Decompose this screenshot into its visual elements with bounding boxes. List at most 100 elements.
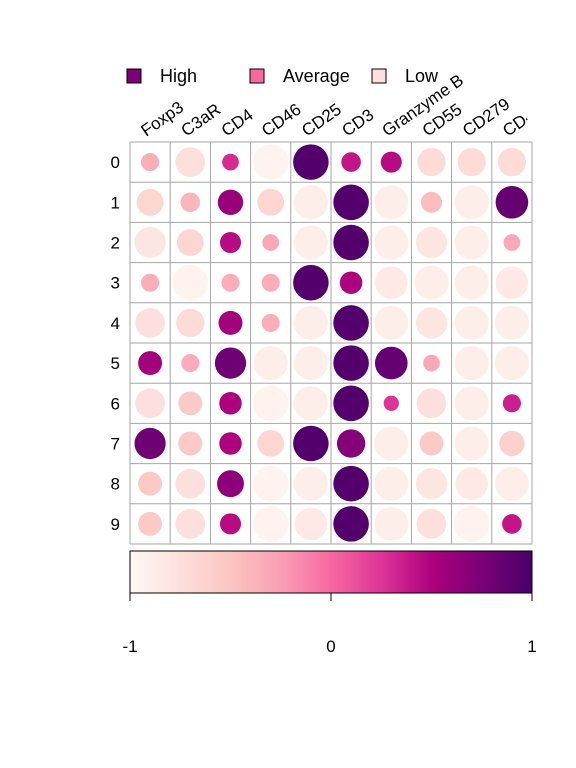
legend-label-2: Low — [405, 66, 439, 86]
heatmap-cell — [420, 191, 443, 213]
heatmap-cell — [374, 346, 408, 380]
heatmap-cell — [261, 273, 280, 292]
heatmap-cell — [453, 506, 490, 542]
heatmap-cell — [219, 513, 242, 535]
heatmap-cell — [494, 466, 529, 501]
heatmap-cell — [497, 147, 527, 177]
heatmap-cell — [175, 468, 206, 499]
heatmap-cell — [138, 471, 163, 496]
heatmap-cell — [423, 354, 440, 372]
heatmap-cell — [454, 426, 489, 461]
heatmap-cell — [141, 273, 160, 292]
heatmap-cell — [181, 354, 200, 373]
heatmap-cell — [454, 185, 489, 220]
heatmap-cell — [416, 509, 447, 539]
column-label: CD3 — [338, 105, 377, 140]
heatmap-cell — [374, 266, 408, 300]
heatmap-cell — [214, 347, 247, 379]
colorbar-tick-label: -1 — [122, 637, 137, 656]
heatmap-cell — [454, 346, 489, 381]
legend-swatch-1 — [249, 68, 265, 84]
heatmap-cell — [494, 305, 529, 340]
heatmap-cell — [219, 392, 242, 415]
heatmap-cell — [414, 265, 449, 300]
heatmap-cell — [176, 308, 205, 338]
heatmap-cell — [219, 231, 242, 254]
heatmap-cell — [333, 184, 369, 221]
heatmap-cell — [333, 345, 369, 381]
heatmap-cell — [218, 310, 243, 335]
colorbar — [129, 550, 533, 594]
heatmap-cell — [454, 305, 489, 340]
heatmap-cell — [257, 188, 285, 216]
heatmap-cell — [374, 426, 409, 461]
heatmap-cell — [293, 346, 328, 381]
heatmap-cell — [138, 351, 163, 376]
heatmap-cell — [419, 431, 444, 456]
heatmap-cell — [134, 226, 166, 259]
heatmap-cell — [293, 144, 329, 180]
row-label: 6 — [111, 394, 120, 413]
heatmap-cell — [134, 427, 166, 460]
heatmap-cell — [333, 385, 369, 422]
heatmap-cell — [374, 225, 409, 260]
heatmap-cell — [333, 224, 369, 261]
row-label: 2 — [111, 234, 120, 253]
heatmap-cell — [455, 467, 489, 501]
heatmap-cell — [293, 264, 329, 301]
heatmap-cell — [374, 185, 409, 220]
heatmap-cell — [333, 465, 369, 502]
column-label: CD25 — [298, 100, 345, 140]
heatmap-cell — [333, 305, 369, 341]
heatmap-cell — [380, 151, 402, 173]
heatmap-cell — [374, 466, 409, 501]
heatmap-cell — [454, 265, 489, 300]
heatmap-cell — [503, 234, 521, 251]
heatmap-cell — [178, 431, 203, 456]
heatmap-cell — [495, 266, 529, 300]
heatmap-cell — [293, 425, 329, 462]
heatmap-cell — [262, 234, 280, 251]
heatmap-cell — [374, 305, 409, 340]
heatmap-cell — [175, 147, 206, 177]
heatmap-cell — [336, 429, 366, 458]
heatmap-cell — [135, 388, 165, 419]
heatmap-cell — [222, 153, 239, 171]
heatmap-cell — [454, 386, 489, 421]
row-label: 1 — [111, 193, 120, 212]
heatmap-cell — [502, 394, 521, 413]
column-label: Foxp3 — [137, 98, 187, 141]
heatmap-cell — [136, 188, 164, 216]
column-label: CD4 — [218, 105, 257, 140]
heatmap-cell — [415, 307, 448, 339]
heatmap-cell — [415, 468, 448, 500]
row-label: 8 — [111, 475, 120, 494]
heatmap-cell — [293, 466, 328, 501]
colorbar-tick-label: 0 — [326, 637, 335, 656]
heatmap-cell — [138, 511, 163, 536]
colorbar-tick-label: 1 — [527, 637, 536, 656]
column-label: C3aR — [178, 100, 225, 140]
heatmap-cell — [176, 229, 204, 256]
legend-swatch-2 — [371, 68, 387, 84]
row-label: 7 — [111, 435, 120, 454]
heatmap-cell — [293, 225, 328, 260]
heatmap-cell — [217, 189, 244, 215]
heatmap-cell — [499, 430, 525, 457]
heatmap-cell — [293, 185, 328, 220]
heatmap-cell — [261, 313, 280, 332]
heatmap-cell — [221, 273, 240, 292]
heatmap-cell — [293, 386, 328, 421]
heatmap-cell — [257, 430, 285, 457]
heatmap-cell — [141, 153, 160, 172]
row-label: 0 — [111, 153, 120, 172]
heatmap-cell — [252, 506, 289, 542]
heatmap-cell — [339, 271, 363, 294]
heatmap-cell — [415, 226, 448, 259]
row-label: 4 — [111, 314, 120, 333]
heatmap-cell — [341, 152, 361, 172]
heatmap-cell — [175, 509, 206, 539]
heatmap-cell — [333, 506, 369, 542]
heatmap-cell — [252, 144, 289, 180]
heatmap-cell — [457, 147, 486, 177]
